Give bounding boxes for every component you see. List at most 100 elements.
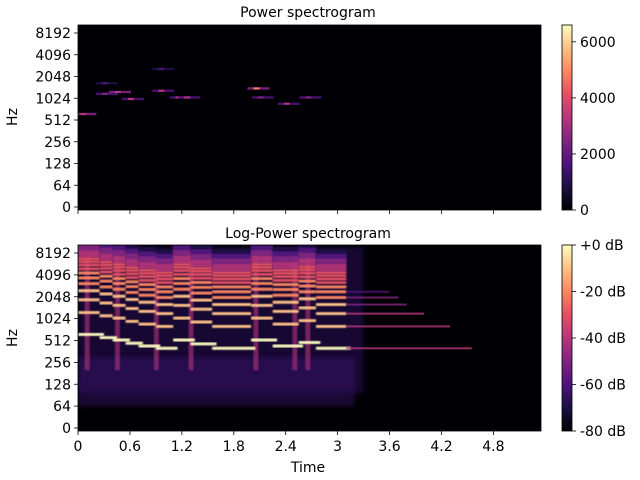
- onset-stripe: [188, 253, 194, 371]
- y-tick-label: 8192: [35, 246, 71, 262]
- harmonic-mark: [272, 300, 299, 304]
- harmonic-mark: [315, 277, 347, 281]
- harmonic-mark: [78, 254, 100, 258]
- harmonic-mark: [190, 245, 213, 248]
- harmonic-mark: [212, 265, 252, 269]
- harmonic-mark: [125, 307, 139, 311]
- harmonic-mark: [112, 265, 126, 269]
- harmonic-mark: [138, 293, 156, 297]
- harmonic-mark: [99, 260, 113, 264]
- harmonic-mark: [112, 316, 126, 320]
- harmonic-mark: [212, 259, 252, 263]
- harmonic-mark: [155, 346, 178, 350]
- harmonic-mark: [212, 281, 252, 285]
- harmonic-mark: [315, 312, 347, 316]
- harmonic-mark: [138, 309, 156, 313]
- harmonic-mark: [212, 346, 256, 350]
- decay-tail: [346, 312, 425, 315]
- harmonic-mark: [173, 277, 191, 281]
- harmonic-mark: [190, 269, 213, 273]
- x-axis: [77, 210, 494, 214]
- harmonic-mark: [251, 262, 273, 266]
- x-axis: 0 0.6 1.2 1.8 2.4 3 3.6 4.2 4.8: [74, 431, 505, 455]
- partial-peak: [80, 112, 87, 115]
- harmonic-mark: [272, 271, 299, 275]
- x-axis-label: Time: [290, 460, 325, 476]
- y-tick-label: 128: [44, 157, 71, 173]
- colorbar-gradient: [561, 244, 573, 432]
- plot-area: [78, 25, 541, 210]
- partial-mark: [78, 112, 97, 116]
- harmonic-mark: [138, 344, 161, 348]
- harmonic-mark: [251, 265, 273, 269]
- harmonic-mark: [112, 255, 126, 259]
- harmonic-mark: [125, 269, 139, 273]
- harmonic-mark: [155, 290, 174, 294]
- harmonic-mark: [190, 291, 213, 295]
- log-power-spectrogram-panel: Log-Power spectrogram 0 64 128 256 512 1024 20…: [5, 226, 626, 476]
- harmonic-mark: [99, 270, 113, 274]
- harmonic-mark: [125, 319, 139, 323]
- harmonic-mark: [138, 300, 156, 304]
- harmonic-mark: [112, 257, 126, 261]
- harmonic-mark: [125, 266, 139, 270]
- harmonic-mark: [298, 253, 316, 257]
- harmonic-mark: [78, 332, 104, 336]
- harmonic-mark: [173, 253, 191, 257]
- harmonic-mark: [138, 249, 156, 253]
- harmonic-mark: [112, 262, 126, 266]
- harmonic-mark: [272, 344, 304, 348]
- y-tick-label: 4096: [35, 48, 71, 64]
- harmonic-mark: [190, 247, 213, 251]
- harmonic-mark: [315, 295, 347, 299]
- harmonic-mark: [173, 265, 191, 269]
- onset-stripe: [305, 253, 311, 371]
- x-tick-label: 4.8: [482, 439, 504, 455]
- harmonic-mark: [138, 322, 156, 326]
- harmonic-mark: [78, 267, 100, 271]
- decay-tail: [346, 290, 390, 293]
- harmonic-mark: [315, 259, 347, 263]
- harmonic-mark: [315, 263, 347, 267]
- harmonic-mark: [112, 251, 126, 255]
- harmonic-mark: [173, 257, 191, 261]
- harmonic-mark: [125, 260, 139, 264]
- harmonic-mark: [298, 268, 316, 272]
- harmonic-mark: [251, 257, 273, 261]
- heatmap-marks: [78, 67, 322, 116]
- harmonic-mark: [298, 271, 316, 275]
- colorbar-gradient: [561, 24, 573, 211]
- harmonic-mark: [125, 280, 139, 284]
- harmonic-mark: [173, 269, 191, 273]
- harmonic-mark: [212, 257, 252, 261]
- harmonic-mark: [155, 261, 174, 265]
- harmonic-mark: [99, 246, 113, 250]
- harmonic-mark: [99, 255, 113, 259]
- harmonic-mark: [173, 251, 191, 255]
- harmonic-mark: [272, 253, 299, 257]
- harmonic-mark: [315, 290, 347, 294]
- harmonic-mark: [138, 263, 156, 267]
- harmonic-mark: [155, 257, 174, 261]
- harmonic-mark: [112, 245, 126, 247]
- harmonic-mark: [298, 284, 316, 288]
- harmonic-mark: [173, 249, 191, 253]
- onset-stripe: [114, 253, 120, 371]
- y-tick-label: 1024: [35, 91, 71, 107]
- harmonic-mark: [272, 251, 299, 255]
- harmonic-mark: [155, 265, 174, 269]
- harmonic-mark: [78, 260, 100, 264]
- harmonic-mark: [99, 245, 113, 247]
- partial-peak: [283, 102, 290, 105]
- harmonic-mark: [212, 255, 252, 259]
- harmonic-mark: [315, 324, 347, 328]
- harmonic-mark: [315, 303, 347, 307]
- harmonic-mark: [155, 324, 174, 328]
- harmonic-mark: [78, 271, 100, 275]
- y-axis: 0 64 128 256 512 1024 2048 4096 8192: [35, 246, 78, 437]
- partial-peak: [101, 82, 108, 85]
- harmonic-mark: [78, 252, 100, 256]
- harmonic-mark: [99, 263, 113, 267]
- harmonic-mark: [99, 292, 113, 296]
- y-tick-label: 512: [44, 334, 71, 350]
